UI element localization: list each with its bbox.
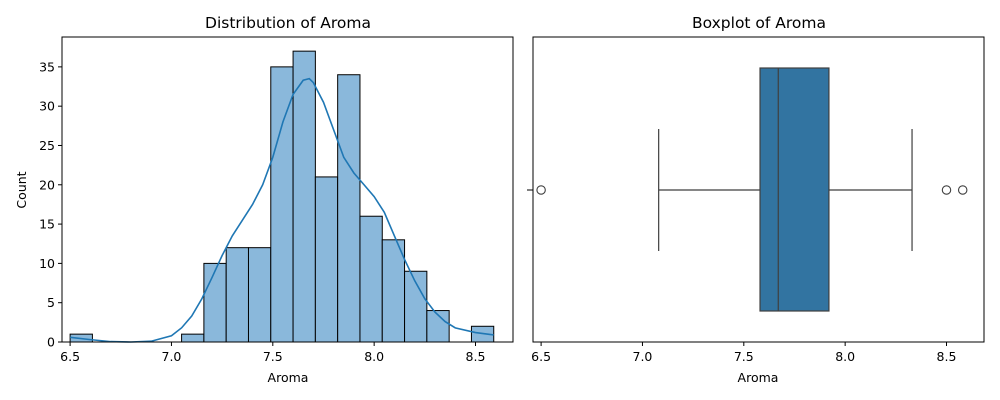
histogram-title: Distribution of Aroma [205, 14, 371, 32]
histogram-bars [69, 50, 495, 343]
boxplot-x-tick-label: 8.0 [835, 349, 855, 364]
histogram-panel: Distribution of Aroma 0 5 10 15 20 25 30 35 6.5… [14, 14, 514, 385]
histogram-bar [292, 50, 316, 343]
histogram-x-tick-label: 8.5 [466, 349, 486, 364]
histogram-bar [337, 74, 361, 343]
histogram-y-tick-label: 25 [39, 138, 55, 153]
boxplot-x-ticks: 6.5 7.0 7.5 8.0 8.5 [531, 342, 956, 364]
histogram-ylabel: Count [14, 171, 29, 208]
boxplot-outlier [957, 185, 968, 195]
kde-curve [70, 77, 494, 343]
boxplot-outliers [536, 185, 968, 195]
boxplot-xlabel: Aroma [738, 370, 779, 385]
boxplot-box-group [658, 67, 913, 312]
boxplot-panel: Boxplot of Aroma 6.5 7.0 7.5 8.0 8.5 Aroma [527, 14, 985, 385]
histogram-y-tick-label: 15 [39, 217, 55, 232]
boxplot-outlier [536, 185, 546, 195]
boxplot-outlier [941, 185, 952, 195]
histogram-bar [359, 215, 383, 343]
histogram-x-tick-label: 7.0 [162, 349, 182, 364]
boxplot-x-tick-label: 8.5 [937, 349, 957, 364]
boxplot-frame [532, 36, 985, 343]
histogram-bar [181, 333, 205, 343]
boxplot-box [759, 67, 830, 312]
histogram-y-tick-label: 35 [39, 59, 55, 74]
histogram-bar [381, 239, 406, 343]
histogram-x-tick-label: 6.5 [60, 349, 80, 364]
histogram-frame [61, 36, 514, 343]
boxplot-x-tick-label: 7.0 [633, 349, 653, 364]
histogram-bar [247, 247, 272, 343]
histogram-y-tick-label: 0 [47, 335, 55, 350]
histogram-y-tick-label: 30 [39, 99, 55, 114]
histogram-y-tick-label: 5 [47, 295, 55, 310]
histogram-y-ticks: 0 5 10 15 20 25 30 35 [39, 59, 62, 350]
histogram-y-tick-label: 10 [39, 256, 55, 271]
histogram-x-ticks: 6.5 7.0 7.5 8.0 8.5 [60, 342, 485, 364]
histogram-bar [314, 176, 339, 343]
boxplot-title: Boxplot of Aroma [692, 14, 826, 32]
histogram-x-tick-label: 7.5 [263, 349, 283, 364]
histogram-y-tick-label: 20 [39, 177, 55, 192]
histogram-bar [270, 66, 294, 343]
boxplot-x-tick-label: 7.5 [734, 349, 754, 364]
histogram-xlabel: Aroma [268, 370, 309, 385]
histogram-bar [203, 262, 227, 343]
histogram-x-tick-label: 8.0 [364, 349, 384, 364]
boxplot-x-tick-label: 6.5 [531, 349, 551, 364]
histogram-bar [225, 247, 249, 343]
